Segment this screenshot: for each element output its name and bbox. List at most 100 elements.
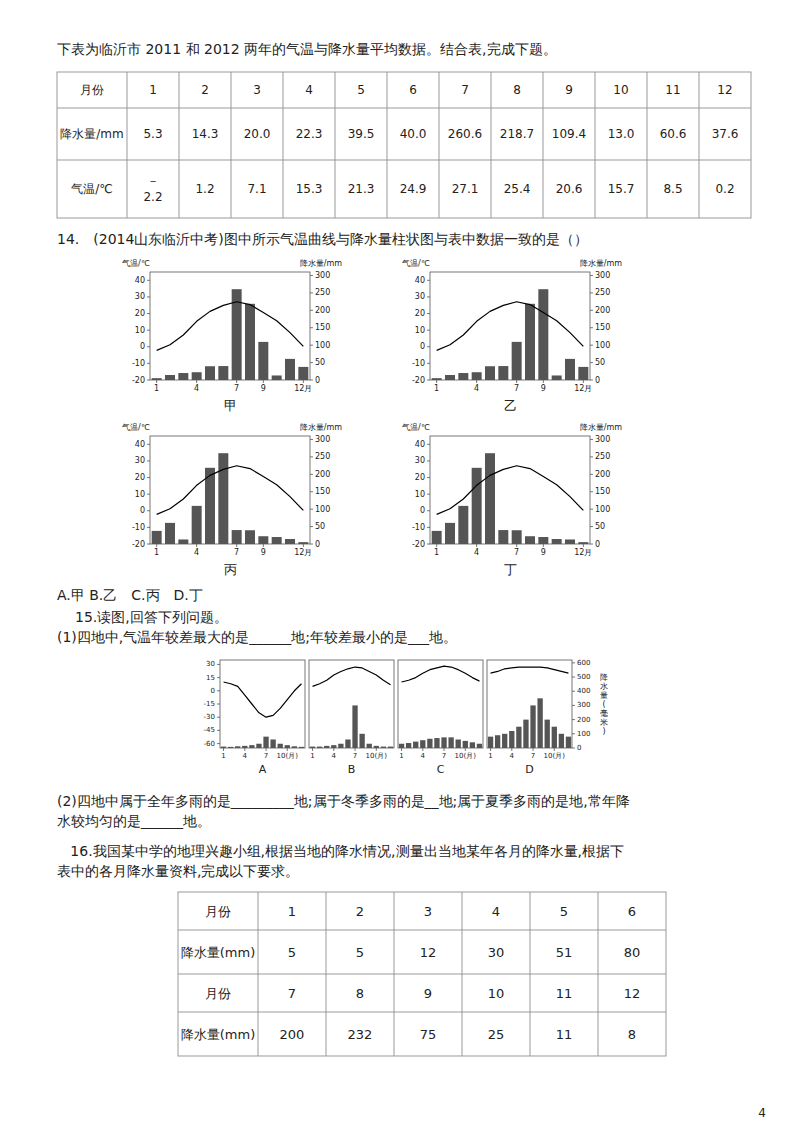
table-cell: 20.6 [556, 182, 583, 196]
y-axis-label: 气温/℃ [402, 259, 430, 268]
chart-title: 甲 [224, 398, 237, 413]
question-text: 16.我国某中学的地理兴趣小组,根据当地的降水情况,测量出当地某年各月的降水量,… [57, 843, 624, 859]
y-tick-label: -20 [132, 540, 145, 549]
table-rule [530, 892, 531, 1056]
y2-tick-label: 50 [595, 358, 605, 367]
y-tick [147, 280, 150, 281]
y2-tick-label: 200 [315, 470, 330, 479]
precip-bar [456, 739, 461, 748]
y-tick [147, 477, 150, 478]
precip-bar [445, 523, 455, 544]
y-tick-label: 20 [135, 473, 145, 482]
table-rule [647, 72, 648, 218]
x-tick [516, 380, 517, 383]
label-char: 米 [600, 718, 608, 727]
precip-bar [205, 366, 215, 380]
precip-bar [512, 530, 522, 544]
table-cell: 10 [613, 83, 628, 97]
y2-tick [310, 544, 313, 545]
page: 下表为临沂市 2011 和 2012 两年的气温与降水量平均数据。结合表,完成下… [0, 0, 794, 1123]
precip-bar [285, 359, 295, 380]
y-tick [217, 704, 220, 705]
table-cell: 37.6 [712, 127, 739, 141]
precip-bar [278, 744, 283, 748]
table-cell: 降水量/mm [60, 127, 123, 141]
x-tick-label: 1 [488, 752, 492, 760]
table-cell: 1 [149, 83, 157, 97]
precip-bar [495, 735, 500, 748]
y2-tick [310, 491, 313, 492]
table-cell: 降水量(mm) [181, 945, 255, 960]
precip-bar [299, 747, 304, 748]
y2-tick [310, 327, 313, 328]
table-cell: 21.3 [348, 182, 375, 196]
y-tick [147, 380, 150, 381]
x-tick-label: 4 [474, 548, 479, 557]
chart-title: 乙 [504, 398, 517, 413]
x-tick-label: 10(月) [544, 752, 566, 760]
plot-frame [487, 660, 572, 748]
x-tick [583, 544, 584, 547]
question-text: 15.读图,回答下列问题。 [75, 609, 228, 625]
table-cell: 5.3 [143, 127, 162, 141]
y2-tick-label: 100 [595, 505, 610, 514]
precip-bar [292, 746, 297, 748]
table-cell: 15.7 [608, 182, 635, 196]
y-tick-label: -10 [412, 359, 425, 368]
table-rule [439, 72, 440, 218]
x-tick [287, 748, 288, 751]
y-tick [217, 717, 220, 718]
precip-bar [485, 366, 495, 380]
x-tick-label: 4 [194, 548, 199, 557]
y-tick [217, 730, 220, 731]
y-tick-label: -10 [412, 523, 425, 532]
intro-text: 下表为临沂市 2011 和 2012 两年的气温与降水量平均数据。结合表,完成下… [57, 41, 557, 57]
table-rule [595, 72, 596, 218]
precip-bar [566, 737, 571, 748]
y2-tick-label: 300 [577, 701, 590, 709]
y-axis-label: 气温/℃ [122, 259, 150, 268]
y-tick-label: 0 [420, 506, 425, 515]
precip-bar [256, 744, 261, 748]
climate-chart: 010020030040050060014710(月)D降水量(毫米) [487, 659, 608, 776]
y2-tick-label: 150 [315, 487, 330, 496]
table-cell: 218.7 [500, 127, 534, 141]
y-tick [427, 544, 430, 545]
x-tick-label: 7 [531, 752, 535, 760]
page-number: 4 [758, 1106, 766, 1120]
precip-bar [338, 744, 343, 748]
y2-tick [590, 526, 593, 527]
precip-bar [359, 734, 364, 748]
precip-bar [218, 366, 228, 380]
x-tick-label: 4 [421, 752, 426, 760]
marks [488, 667, 571, 748]
label-char: ( [602, 700, 605, 709]
precip-bar [565, 359, 575, 380]
y-tick-label: 20 [135, 309, 145, 318]
y2-tick [590, 362, 593, 363]
y-tick [217, 664, 220, 665]
x-tick-label: 4 [510, 752, 515, 760]
precip-bar [463, 741, 468, 748]
table-cell: 8 [356, 986, 364, 1001]
x-tick-label: 9 [261, 548, 266, 557]
plot-frame [150, 272, 310, 380]
precip-bar [152, 378, 162, 380]
precip-bar [525, 304, 535, 380]
y2-tick-label: 300 [595, 435, 610, 444]
y2-tick-label: 50 [595, 522, 605, 531]
table-cell: 1.2 [195, 182, 214, 196]
y2-tick [590, 456, 593, 457]
y2-tick [572, 719, 575, 720]
precip-bar [165, 523, 175, 544]
precip-bar [565, 539, 575, 544]
y-tick-label: -20 [412, 540, 425, 549]
y-tick-label: 0 [140, 342, 145, 351]
y-tick-label: -60 [204, 740, 215, 748]
y-tick [427, 527, 430, 528]
x-tick [543, 380, 544, 383]
y2-tick-label: 0 [595, 540, 600, 549]
table-border [178, 892, 666, 1056]
temp-line [157, 466, 304, 515]
temp-line [402, 666, 480, 682]
